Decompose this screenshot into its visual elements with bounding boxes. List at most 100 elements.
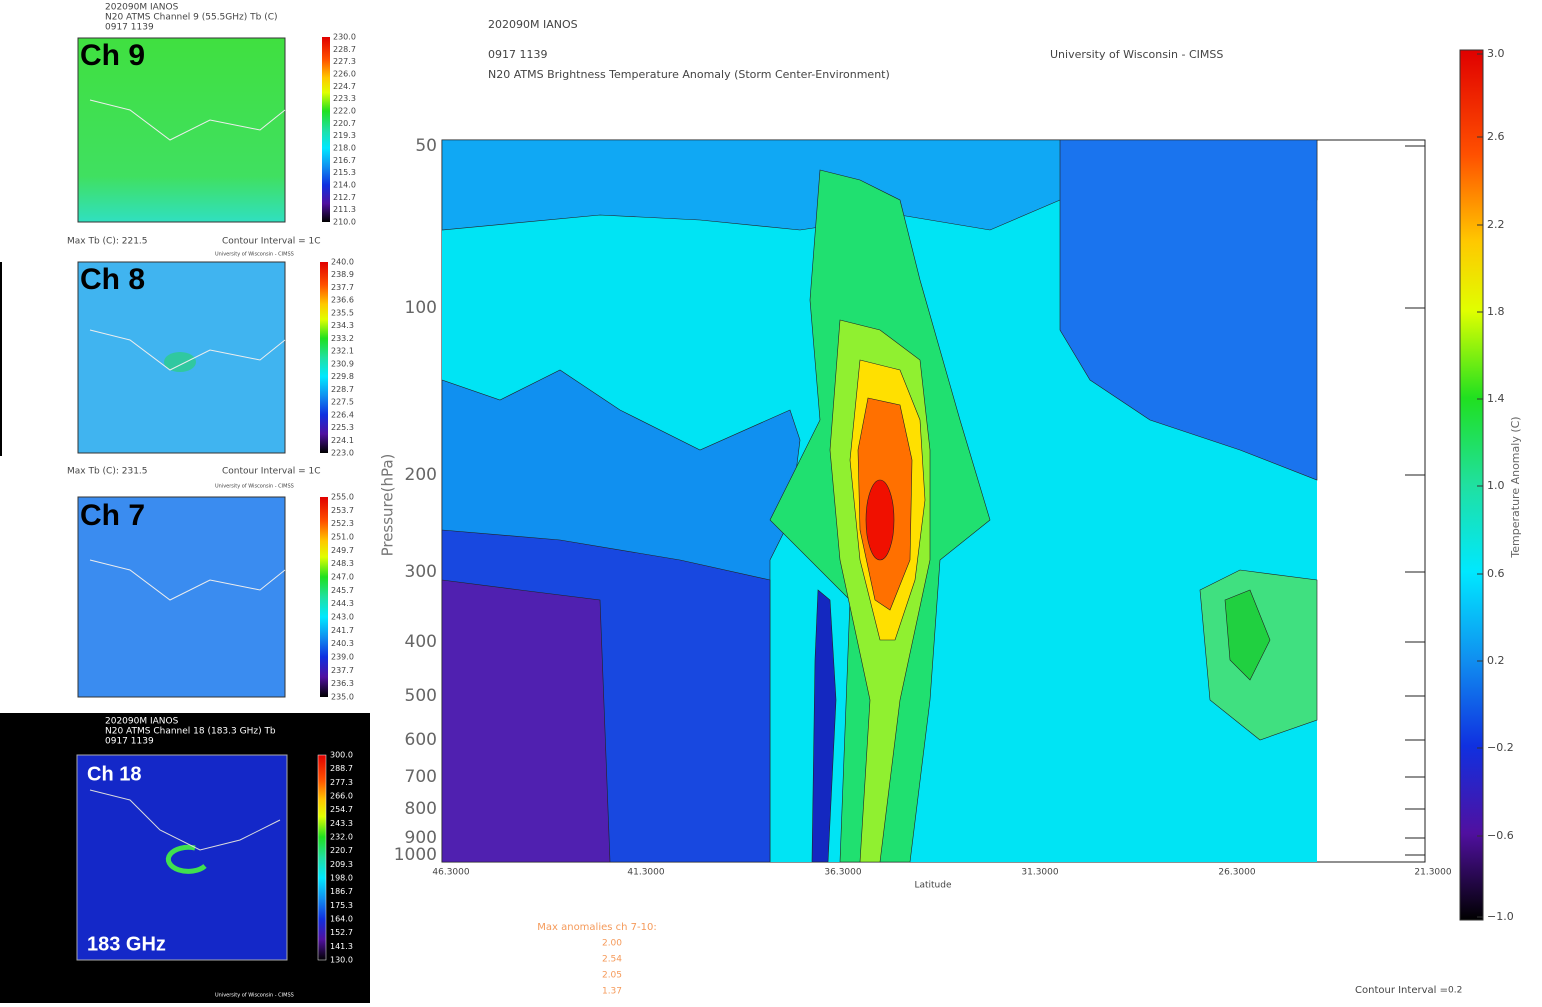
panel-header: N20 ATMS Channel 9 (55.5GHz) Tb (C) <box>105 13 278 23</box>
panel-colorbar-tick: 300.0 <box>330 751 353 760</box>
map-ch18 <box>76 754 288 961</box>
panel-colorbar-tick: 209.3 <box>330 860 353 869</box>
x-tick-label: 21.3000 <box>1414 868 1451 878</box>
panel-credit: University of Wisconsin - CIMSS <box>215 484 294 490</box>
panel-colorbar-tick: 226.0 <box>333 70 356 79</box>
y-tick-label: 600 <box>405 730 437 750</box>
panel-colorbar-tick: 248.3 <box>331 559 354 568</box>
map-ch9 <box>77 37 286 223</box>
panel-colorbar-tick: 224.1 <box>331 436 354 445</box>
panel-colorbar-tick: 239.0 <box>331 653 354 662</box>
contour-interval-label: Contour Interval = <box>1355 985 1448 996</box>
colorbar-tick-label: 1.0 <box>1487 479 1505 492</box>
y-tick-label: 50 <box>415 136 437 156</box>
y-tick-label: 700 <box>405 767 437 787</box>
panel-colorbar-tick: 245.7 <box>331 586 354 595</box>
panel-colorbar-tick: 220.7 <box>330 846 353 855</box>
coastline <box>89 99 286 141</box>
header-id: 202090M IANOS <box>488 18 578 31</box>
panel-colorbar-tick: 216.7 <box>333 156 356 165</box>
panel-colorbar-tick: 249.7 <box>331 546 354 555</box>
x-tick-label: 36.3000 <box>824 868 861 878</box>
panel-colorbar-tick: 251.0 <box>331 533 354 542</box>
colorbar-tick-label: −1.0 <box>1487 910 1514 923</box>
panel-colorbar-tick: 232.1 <box>331 347 354 356</box>
colorbar-label: Temperature Anomaly (C) <box>1509 416 1522 558</box>
panel-colorbar-tick: 198.0 <box>330 874 353 883</box>
contour-fill <box>441 139 1318 863</box>
x-tick-label: 41.3000 <box>627 868 664 878</box>
panel-colorbar-tick: 220.7 <box>333 119 356 128</box>
panel-label: Ch 7 <box>80 499 145 532</box>
header-credit: University of Wisconsin - CIMSS <box>1050 48 1223 61</box>
panel-label: Ch 8 <box>80 263 145 296</box>
panel-colorbar-tick: 229.8 <box>331 372 354 381</box>
storm-ring <box>165 844 207 874</box>
colorbar <box>320 262 328 453</box>
colorbar-tick-label: 2.6 <box>1487 130 1505 143</box>
panel-colorbar-tick: 225.3 <box>331 423 354 432</box>
y-tick-label: 800 <box>405 799 437 819</box>
panel-colorbar-tick: 230.0 <box>333 33 356 42</box>
panel-colorbar-tick: 164.0 <box>330 915 353 924</box>
colorbar-tick-label: −0.2 <box>1487 741 1514 754</box>
panel-colorbar-tick: 227.5 <box>331 398 354 407</box>
panel-colorbar-tick: 228.7 <box>333 45 356 54</box>
panel-colorbar-tick: 240.0 <box>331 258 354 267</box>
y-tick-label: 300 <box>405 562 437 582</box>
map-ch7 <box>77 496 286 698</box>
panel-max-tb: Max Tb (C): 221.5 <box>67 237 148 247</box>
panel-colorbar-tick: 266.0 <box>330 792 353 801</box>
panel-colorbar-tick: 218.0 <box>333 144 356 153</box>
y-tick-label: 1000 <box>394 845 437 865</box>
panel-colorbar-tick: 222.0 <box>333 107 356 116</box>
panel-colorbar-tick: 223.0 <box>331 449 354 458</box>
panel-colorbar-tick: 186.7 <box>330 887 353 896</box>
panel-colorbar-tick: 219.3 <box>333 131 356 140</box>
panel-colorbar-tick: 253.7 <box>331 506 354 515</box>
colorbar <box>322 37 330 222</box>
main-colorbar <box>1459 49 1484 921</box>
panel-header: N20 ATMS Channel 18 (183.3 GHz) Tb <box>105 727 276 737</box>
panel-colorbar-tick: 211.3 <box>333 205 356 214</box>
y-tick-label: 100 <box>405 298 437 318</box>
panel-colorbar-tick: 243.3 <box>330 819 353 828</box>
max-anomaly-value: 2.54 <box>602 955 622 965</box>
panel-colorbar-tick: 210.0 <box>333 218 356 227</box>
colorbar-tick-label: 0.2 <box>1487 654 1505 667</box>
panel-colorbar-tick: 236.6 <box>331 296 354 305</box>
max-anomalies-title: Max anomalies ch 7-10: <box>537 922 656 933</box>
colorbar-tick-label: 0.6 <box>1487 567 1505 580</box>
y-axis-label: Pressure(hPa) <box>379 454 397 557</box>
panel-colorbar-tick: 247.0 <box>331 573 354 582</box>
panel-header: 0917 1139 <box>105 737 154 747</box>
panel-colorbar-tick: 238.9 <box>331 270 354 279</box>
panel-contour-interval: Contour Interval = 1C <box>222 237 321 247</box>
panel-colorbar-tick: 235.5 <box>331 308 354 317</box>
panel-colorbar-tick: 223.3 <box>333 94 356 103</box>
panel-colorbar-tick: 237.7 <box>331 666 354 675</box>
panel-colorbar-tick: 175.3 <box>330 901 353 910</box>
x-tick-label: 46.3000 <box>432 868 469 878</box>
max-anomaly-value: 1.37 <box>602 987 622 997</box>
panel-colorbar-tick: 235.0 <box>331 693 354 702</box>
panel-colorbar-tick: 228.7 <box>331 385 354 394</box>
panel-max-tb: Max Tb (C): 231.5 <box>67 467 148 477</box>
panel-colorbar-tick: 236.3 <box>331 679 354 688</box>
panel-colorbar-tick: 240.3 <box>331 639 354 648</box>
panel-colorbar-tick: 152.7 <box>330 928 353 937</box>
panel-colorbar-tick: 252.3 <box>331 519 354 528</box>
panel-colorbar-tick: 232.0 <box>330 833 353 842</box>
panel-header: 202090M IANOS <box>105 717 179 727</box>
x-tick-label: 31.3000 <box>1021 868 1058 878</box>
coastline <box>89 559 286 601</box>
colorbar-tick-label: 3.0 <box>1487 47 1505 60</box>
colorbar-tick-label: 1.8 <box>1487 305 1505 318</box>
map-feature <box>164 352 196 372</box>
panel-colorbar-tick: 237.7 <box>331 283 354 292</box>
panel-header: 202090M IANOS <box>105 3 179 13</box>
panel-colorbar-tick: 214.0 <box>333 181 356 190</box>
panel-colorbar-tick: 141.3 <box>330 942 353 951</box>
colorbar-tick-label: −0.6 <box>1487 829 1514 842</box>
